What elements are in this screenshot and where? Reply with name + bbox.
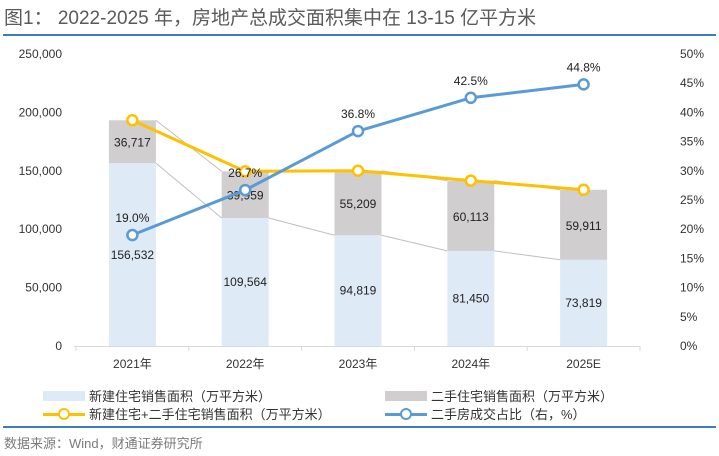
y-right-tick-label: 10% [680, 281, 704, 295]
y-right-tick-label: 25% [680, 193, 704, 207]
legend-item-share: 二手房成交占比（右，%） [385, 404, 586, 423]
footer-divider [3, 426, 716, 428]
bar-new-home [221, 218, 269, 346]
y-right-tick-label: 0% [680, 339, 698, 353]
share-point-marker [351, 124, 365, 138]
series-connector-line [381, 234, 448, 252]
y-left-tick-label: 100,000 [19, 222, 63, 236]
data-label-share: 42.5% [454, 74, 488, 88]
bar-second-hand [560, 189, 608, 260]
bar-new-home [108, 163, 156, 346]
legend-swatch-new-home [43, 390, 85, 401]
y-right-tick-label: 35% [680, 135, 704, 149]
data-label-second-hand: 36,717 [114, 136, 151, 150]
legend-swatch-second-hand [385, 390, 427, 401]
data-label-share: 19.0% [115, 211, 149, 225]
data-label-second-hand: 59,911 [566, 219, 602, 233]
bar-new-home [334, 235, 382, 346]
legend-label: 二手住宅销售面积（万平方米） [431, 389, 614, 404]
data-label-new-home: 81,450 [452, 291, 489, 305]
y-left-tick-label: 50,000 [25, 281, 62, 295]
y-right-tick-label: 15% [680, 251, 704, 265]
y-left-tick-label: 200,000 [19, 105, 63, 119]
legend-swatch-share [385, 407, 427, 420]
legend-label: 二手房成交占比（右，%） [431, 407, 586, 422]
share-point-marker [464, 91, 478, 105]
y-right-tick-label: 20% [680, 222, 704, 236]
y-right-tick-label: 30% [680, 164, 704, 178]
total-point-marker [238, 165, 252, 178]
legend-item-new-home: 新建住宅销售面积（万平方米） [43, 386, 271, 405]
y-right-tick-label: 40% [680, 105, 704, 119]
bar-new-home [560, 259, 608, 346]
bar-second-hand [334, 170, 382, 236]
share-point-marker [126, 228, 139, 242]
bar-second-hand [447, 180, 495, 251]
data-label-share: 36.8% [341, 107, 375, 121]
y-right-tick-label: 45% [680, 76, 704, 90]
data-label-second-hand: 60,113 [453, 210, 489, 224]
legend-item-second-hand: 二手住宅销售面积（万平方米） [385, 386, 613, 405]
legend-label: 新建住宅销售面积（万平方米） [89, 389, 272, 404]
y-left-tick-label: 250,000 [19, 47, 63, 61]
x-tick-label: 2024年 [451, 357, 490, 371]
data-label-second-hand: 55,209 [340, 197, 377, 211]
data-label-share: 44.8% [567, 60, 601, 74]
legend-swatch-total [43, 407, 85, 420]
series-connector-line [494, 250, 561, 261]
total-point-marker [464, 174, 478, 187]
data-label-new-home: 109,564 [224, 275, 268, 289]
total-point-marker [577, 183, 590, 197]
x-tick-label: 2023年 [339, 357, 378, 371]
source-note: 数据来源：Wind，财通证券研究所 [4, 436, 203, 451]
y-right-tick-label: 50% [680, 47, 704, 61]
title-divider [3, 34, 716, 36]
series-connector-line [155, 162, 223, 219]
x-tick-label: 2022年 [226, 357, 265, 371]
bar-new-home [447, 250, 495, 346]
data-label-share: 26.7% [228, 166, 262, 180]
y-right-tick-label: 5% [680, 310, 698, 324]
legend-item-total: 新建住宅+二手住宅销售面积（万平方米） [43, 404, 331, 423]
total-point-marker [126, 114, 139, 127]
data-label-new-home: 73,819 [565, 296, 602, 310]
x-tick-label: 2025E [566, 357, 601, 371]
legend-label: 新建住宅+二手住宅销售面积（万平方米） [89, 407, 331, 422]
share-point-marker [577, 78, 590, 91]
total-point-marker [351, 164, 365, 178]
share-point-marker [238, 183, 252, 197]
series-connector-line [268, 217, 335, 236]
data-label-new-home: 156,532 [111, 248, 155, 262]
chart-title: 图1： 2022-2025 年，房地产总成交面积集中在 13-15 亿平方米 [4, 8, 537, 29]
data-label-new-home: 94,819 [340, 284, 377, 298]
y-left-tick-label: 0 [55, 339, 62, 353]
y-left-tick-label: 150,000 [19, 164, 63, 178]
x-tick-label: 2021年 [113, 357, 152, 371]
